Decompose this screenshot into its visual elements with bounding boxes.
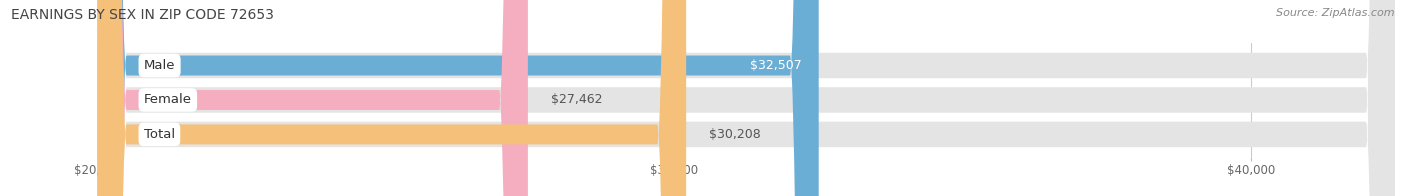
Text: EARNINGS BY SEX IN ZIP CODE 72653: EARNINGS BY SEX IN ZIP CODE 72653 <box>11 8 274 22</box>
FancyBboxPatch shape <box>98 0 1395 196</box>
FancyBboxPatch shape <box>98 0 527 196</box>
Text: Total: Total <box>143 128 174 141</box>
FancyBboxPatch shape <box>98 0 1395 196</box>
Text: $30,208: $30,208 <box>709 128 761 141</box>
Text: $32,507: $32,507 <box>749 59 801 72</box>
FancyBboxPatch shape <box>98 0 818 196</box>
FancyBboxPatch shape <box>98 0 1395 196</box>
Text: Source: ZipAtlas.com: Source: ZipAtlas.com <box>1277 8 1395 18</box>
Text: Male: Male <box>143 59 176 72</box>
Text: Female: Female <box>143 93 191 106</box>
Text: $27,462: $27,462 <box>551 93 602 106</box>
FancyBboxPatch shape <box>98 0 686 196</box>
